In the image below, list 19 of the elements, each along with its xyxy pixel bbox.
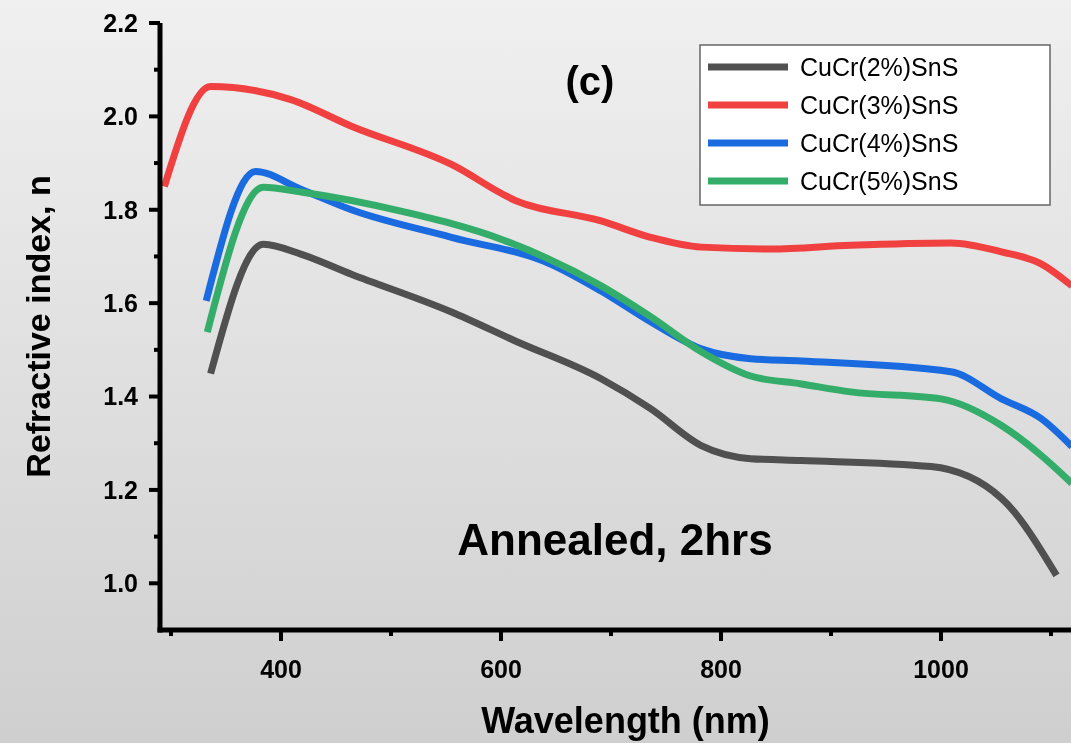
legend-label: CuCr(2%)SnS <box>800 52 959 81</box>
x-tick-label: 1000 <box>913 655 969 683</box>
y-tick-label: 2.0 <box>103 102 138 131</box>
y-axis-title: Refractive index, n <box>19 175 57 478</box>
x-tick-label: 400 <box>260 655 302 683</box>
y-tick-label: 1.6 <box>103 288 138 317</box>
y-tick-label: 1.2 <box>103 475 138 504</box>
y-tick-label: 1.0 <box>103 569 138 598</box>
legend-label: CuCr(5%)SnS <box>800 166 959 195</box>
legend-label: CuCr(3%)SnS <box>800 90 959 119</box>
x-tick-label: 600 <box>480 655 522 683</box>
x-tick-label: 800 <box>700 655 742 683</box>
legend-label: CuCr(4%)SnS <box>800 128 959 157</box>
annotation: (c) <box>565 59 615 103</box>
y-tick-label: 1.8 <box>103 195 139 224</box>
y-tick-label: 2.2 <box>103 8 138 37</box>
annotation: Annealed, 2hrs <box>457 515 773 564</box>
y-tick-label: 1.4 <box>103 382 139 411</box>
x-axis-title: Wavelength (nm) <box>481 700 770 741</box>
